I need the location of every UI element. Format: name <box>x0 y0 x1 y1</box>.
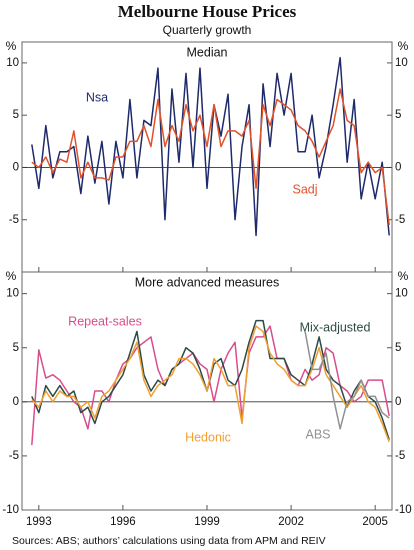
x-tick-label: 1999 <box>194 516 220 528</box>
y2-tick-label: 5 <box>395 342 401 354</box>
series-line <box>304 331 390 430</box>
panel-frame <box>21 271 393 511</box>
y2-tick-label: 10 <box>395 57 408 69</box>
y2-tick-label: -5 <box>395 450 405 462</box>
y-tick-label: 10 <box>6 57 19 69</box>
series-line <box>31 56 390 237</box>
x-tick-label: 1993 <box>26 516 52 528</box>
chart-subtitle: Quarterly growth <box>163 23 252 37</box>
y2-axis-unit: % <box>398 269 409 283</box>
y2-tick-label: -10 <box>395 504 412 516</box>
series-label: Sadj <box>292 182 317 196</box>
y-tick-label: 0 <box>13 396 19 408</box>
y-tick-label: 5 <box>13 109 19 121</box>
y-tick-label: -5 <box>9 214 19 226</box>
x-tick-label: 2002 <box>278 516 304 528</box>
series-label: Hedonic <box>185 430 231 444</box>
x-tick-label: 2005 <box>362 516 388 528</box>
y-axis-unit: % <box>6 269 17 283</box>
series-line <box>31 325 390 443</box>
y-tick-label: 0 <box>13 161 19 173</box>
y2-tick-label: 0 <box>395 161 401 173</box>
y-axis-unit: % <box>6 39 17 53</box>
panel-title: More advanced measures <box>135 275 280 289</box>
x-tick-label: 1996 <box>110 516 136 528</box>
y2-tick-label: 5 <box>395 109 401 121</box>
series-label: Repeat-sales <box>68 314 142 328</box>
y-tick-label: 10 <box>6 288 19 300</box>
series-label: ABS <box>305 427 330 441</box>
y2-tick-label: -5 <box>395 214 405 226</box>
panel-title: Median <box>187 45 228 59</box>
y-tick-label: 5 <box>13 342 19 354</box>
series-label: Mix-adjusted <box>300 320 371 334</box>
y-tick-label: -10 <box>2 504 19 516</box>
source-note: Sources: ABS; authors’ calculations usin… <box>12 535 326 547</box>
y-tick-label: -5 <box>9 450 19 462</box>
chart-title: Melbourne House Prices <box>118 2 297 21</box>
y2-tick-label: 10 <box>395 288 408 300</box>
series-label: Nsa <box>86 90 108 104</box>
y2-axis-unit: % <box>398 39 409 53</box>
series-line <box>31 88 390 226</box>
y2-tick-label: 0 <box>395 396 401 408</box>
